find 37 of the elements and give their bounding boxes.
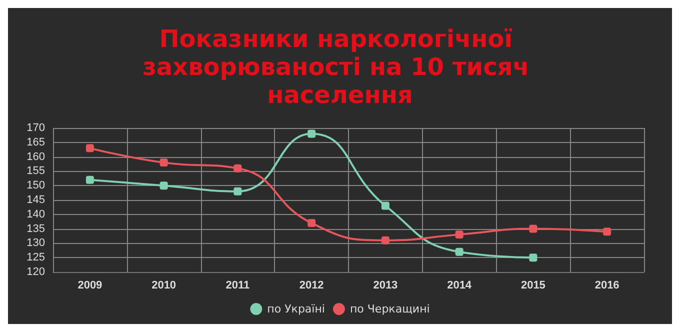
legend-label: по Україні xyxy=(267,302,325,316)
point xyxy=(86,144,94,152)
y-tick-label: 155 xyxy=(26,165,45,178)
x-tick-label: 2013 xyxy=(373,280,398,292)
y-tick-label: 170 xyxy=(26,122,45,134)
y-tick-label: 135 xyxy=(26,222,45,235)
legend-label: по Черкащині xyxy=(350,302,430,316)
point xyxy=(234,164,242,172)
point xyxy=(86,176,94,184)
x-tick-label: 2016 xyxy=(594,280,620,292)
point xyxy=(160,182,168,190)
x-tick-label: 2009 xyxy=(78,280,102,292)
y-tick-label: 145 xyxy=(26,194,45,206)
x-tick-label: 2012 xyxy=(299,280,324,292)
y-tick-label: 165 xyxy=(26,136,45,148)
point xyxy=(160,158,168,167)
point xyxy=(308,130,316,138)
point xyxy=(381,202,390,210)
y-tick-label: 120 xyxy=(26,266,45,278)
y-tick-label: 125 xyxy=(26,252,45,264)
y-tick-label: 130 xyxy=(26,237,45,250)
y-tick-label: 150 xyxy=(26,180,45,192)
point xyxy=(234,187,242,196)
point xyxy=(529,254,538,262)
point xyxy=(308,219,316,228)
chart-title: Показники наркологічної захворюваності на 10 тисяч населення xyxy=(142,25,538,109)
x-tick-label: 2010 xyxy=(152,280,176,292)
point xyxy=(381,236,390,244)
y-tick-label: 160 xyxy=(26,150,45,163)
x-tick-label: 2014 xyxy=(447,280,472,292)
x-tick-label: 2015 xyxy=(520,280,546,292)
point xyxy=(455,230,464,239)
y-tick-label: 140 xyxy=(26,208,45,220)
point xyxy=(529,224,538,233)
point xyxy=(455,248,464,256)
x-tick-label: 2011 xyxy=(226,280,250,292)
point xyxy=(603,228,612,236)
